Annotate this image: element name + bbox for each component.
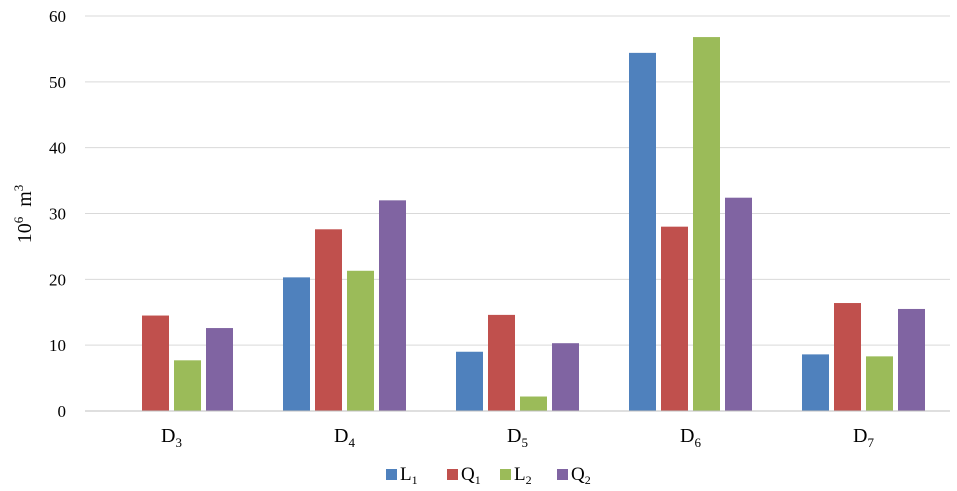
x-tick-label: D5 (507, 425, 528, 450)
legend-label: Q1 (461, 464, 481, 487)
bar (898, 308, 925, 411)
y-tick-label: 50 (49, 73, 66, 92)
legend-item: L2 (500, 464, 532, 487)
bar (629, 52, 656, 411)
legend-swatch (447, 469, 458, 480)
y-axis: 0 10 20 30 40 50 60 (49, 7, 66, 421)
legend-swatch (500, 469, 511, 480)
bar (866, 356, 893, 411)
bar (283, 277, 310, 411)
bar (520, 396, 547, 411)
x-axis: D3 D4 D5 D6 D7 (85, 410, 950, 450)
legend-swatch (386, 469, 397, 480)
bars (142, 37, 925, 412)
bar (661, 226, 688, 411)
legend-item: L1 (386, 464, 418, 487)
bar (834, 303, 861, 411)
x-tick-label: D3 (161, 425, 182, 450)
bar (456, 351, 483, 411)
y-tick-label: 10 (49, 336, 66, 355)
bar (693, 37, 720, 412)
legend-label: L1 (400, 464, 418, 487)
x-tick-label: D4 (334, 425, 355, 450)
y-tick-label: 40 (49, 139, 66, 158)
y-tick-label: 20 (49, 270, 66, 289)
bar (174, 360, 201, 411)
bar (379, 200, 406, 411)
bar (725, 197, 752, 411)
y-tick-label: 30 (49, 205, 66, 224)
x-tick-label: D7 (853, 425, 874, 450)
legend-item: Q1 (447, 464, 481, 487)
y-axis-title: 106 m3 (11, 185, 36, 244)
y-tick-label: 60 (49, 7, 66, 26)
y-axis-label: 106 m3 (11, 185, 36, 244)
y-tick-label: 0 (58, 402, 67, 421)
bar (142, 315, 169, 411)
legend-label: Q2 (571, 464, 591, 487)
bar (802, 354, 829, 411)
legend-swatch (557, 469, 568, 480)
bar (488, 314, 515, 411)
bar (206, 328, 233, 411)
x-tick-label: D6 (680, 425, 701, 450)
gridlines (85, 15, 950, 346)
bar (315, 229, 342, 411)
legend-label: L2 (514, 464, 532, 487)
legend: L1 Q1 L2 Q2 (386, 464, 591, 487)
bar (552, 343, 579, 411)
bar (347, 270, 374, 411)
legend-item: Q2 (557, 464, 591, 487)
